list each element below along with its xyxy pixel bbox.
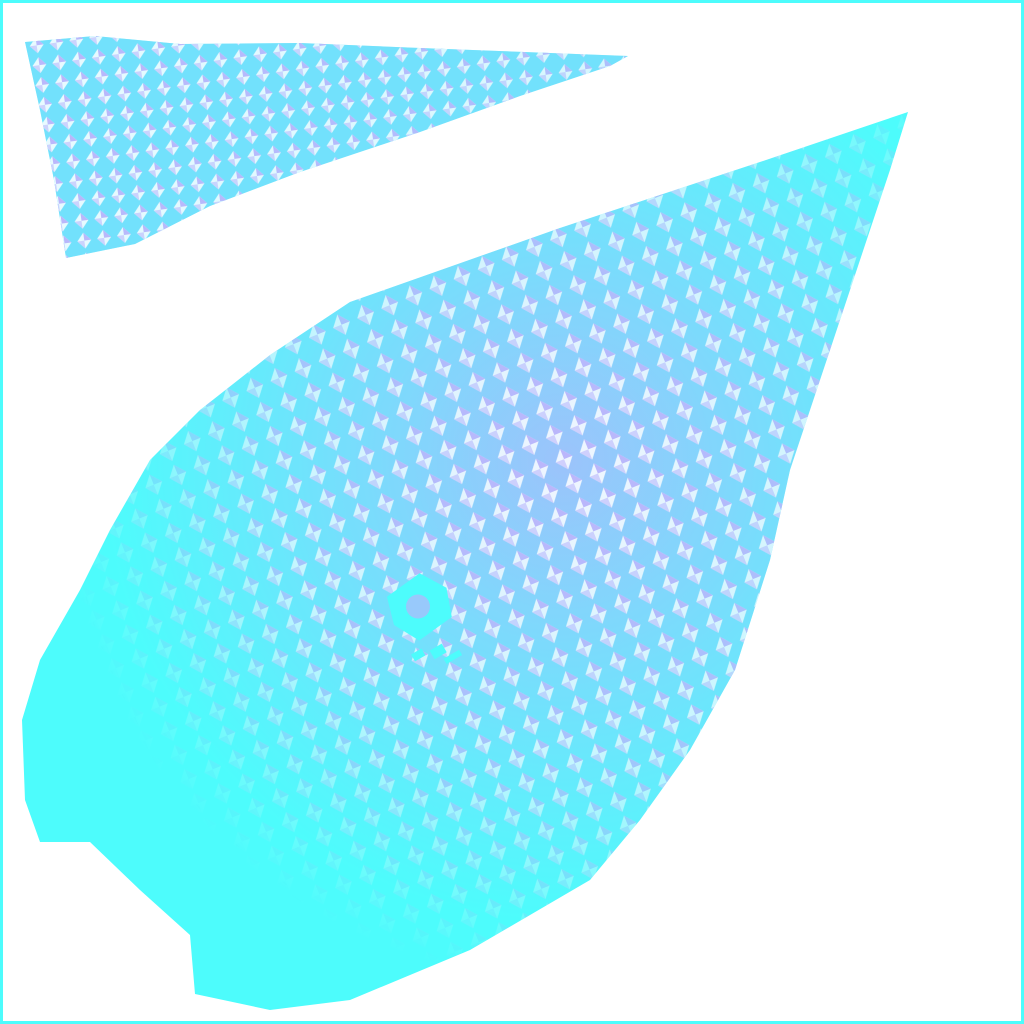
emblem-icon xyxy=(386,573,463,664)
